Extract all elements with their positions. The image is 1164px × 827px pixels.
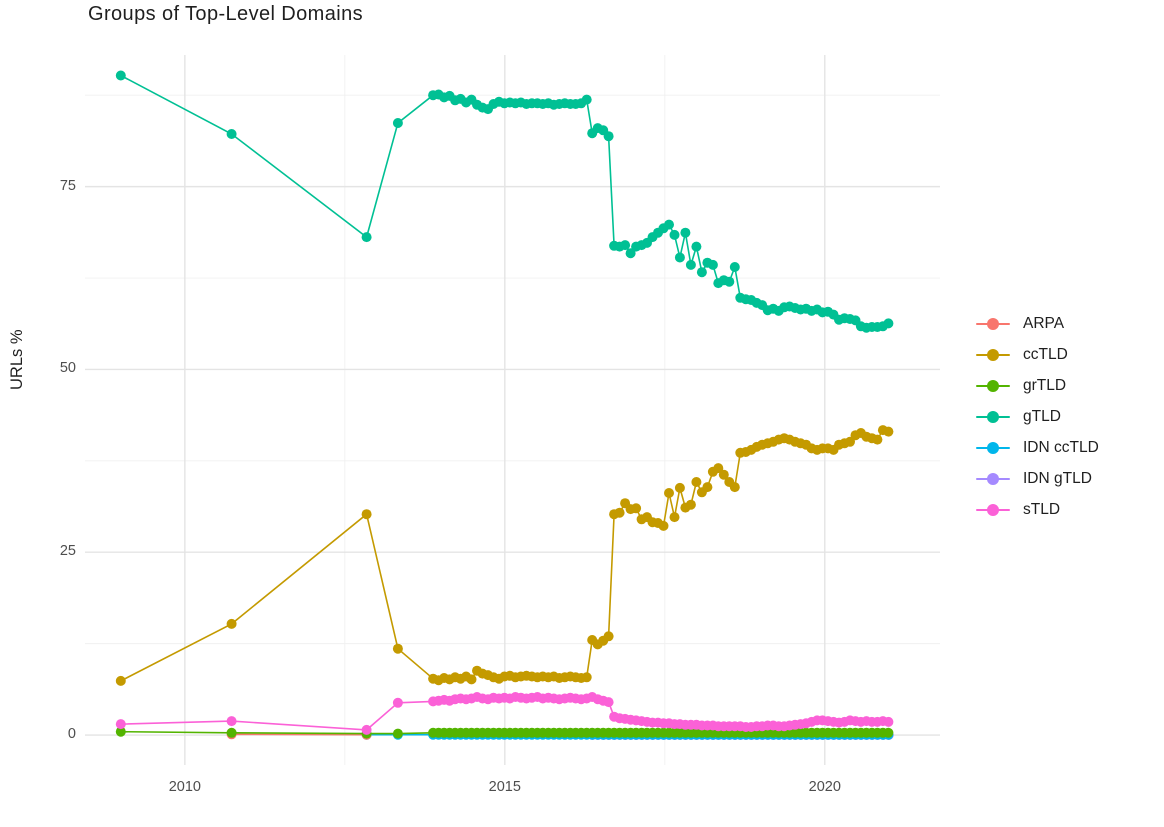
- data-point: [691, 477, 702, 487]
- chart-title: Groups of Top-Level Domains: [88, 3, 364, 25]
- legend-item-idn-cctld: IDN ccTLD: [976, 437, 1099, 459]
- data-point: [669, 229, 680, 240]
- data-point: [669, 512, 680, 523]
- legend-item-arpa: ARPA: [976, 313, 1099, 335]
- legend-item-grtld: grTLD: [976, 375, 1099, 397]
- data-point: [115, 726, 126, 737]
- data-point: [691, 241, 702, 252]
- data-point: [729, 262, 740, 272]
- legend-label: sTLD: [1023, 501, 1061, 518]
- legend-key-icon: [976, 379, 1010, 393]
- data-point: [872, 434, 883, 445]
- legend-label: ccTLD: [1023, 346, 1068, 363]
- data-point: [718, 469, 729, 480]
- data-point: [674, 252, 685, 263]
- legend-dot: [987, 318, 999, 330]
- x-tick-label: 2010: [168, 779, 201, 795]
- legend-key-icon: [976, 472, 1010, 486]
- data-point: [392, 697, 403, 708]
- series-arpa: [226, 729, 372, 740]
- legend-item-cctld: ccTLD: [976, 344, 1099, 366]
- data-point: [603, 131, 614, 142]
- data-point: [361, 232, 372, 243]
- y-tick-label: 75: [59, 177, 76, 194]
- legend-label: ARPA: [1023, 315, 1065, 332]
- legend: ARPA ccTLD grTLD gTLD IDN ccTLD IDN gTLD sTLD: [976, 313, 1099, 521]
- data-point: [581, 94, 592, 105]
- data-point: [392, 728, 403, 739]
- legend-item-gtld: gTLD: [976, 406, 1099, 428]
- data-point: [664, 488, 674, 498]
- data-point: [581, 672, 592, 683]
- legend-key-icon: [976, 503, 1010, 517]
- legend-label: grTLD: [1023, 377, 1067, 394]
- data-point: [845, 436, 855, 447]
- data-point: [702, 482, 713, 493]
- data-point: [883, 716, 894, 727]
- data-point: [603, 697, 614, 708]
- data-point: [361, 724, 372, 735]
- legend-key-icon: [976, 410, 1010, 424]
- data-point: [631, 503, 642, 514]
- x-tick-label: 2015: [488, 779, 521, 795]
- legend-label: IDN gTLD: [1023, 470, 1092, 487]
- data-point: [226, 716, 237, 727]
- data-point: [707, 259, 718, 270]
- data-point: [620, 240, 631, 251]
- legend-item-idn-gtld: IDN gTLD: [976, 468, 1099, 490]
- series-gtld: [115, 70, 894, 333]
- legend-key-icon: [976, 441, 1010, 455]
- data-point: [674, 482, 685, 493]
- legend-dot: [987, 504, 999, 516]
- data-point: [466, 674, 477, 685]
- data-point: [685, 499, 696, 510]
- y-tick-label: 50: [59, 360, 76, 377]
- data-point: [883, 727, 894, 738]
- data-point: [696, 267, 707, 278]
- y-tick-label: 25: [59, 543, 76, 560]
- legend-dot: [987, 380, 999, 392]
- data-point: [625, 248, 636, 259]
- data-point: [724, 276, 735, 287]
- data-point: [729, 482, 740, 493]
- legend-label: gTLD: [1023, 408, 1061, 425]
- series-stld: [115, 692, 894, 735]
- legend-key-icon: [976, 317, 1010, 331]
- data-point: [392, 643, 403, 654]
- data-point: [658, 520, 669, 531]
- data-point: [115, 675, 126, 686]
- data-point: [226, 129, 237, 139]
- legend-key-icon: [976, 348, 1010, 362]
- data-point: [115, 70, 126, 81]
- legend-label: IDN ccTLD: [1023, 439, 1099, 456]
- data-point: [603, 631, 614, 642]
- series-cctld: [115, 425, 894, 686]
- data-point: [713, 463, 724, 474]
- legend-dot: [987, 442, 999, 454]
- data-point: [392, 118, 403, 128]
- legend-item-stld: sTLD: [976, 499, 1099, 521]
- data-point: [226, 618, 237, 629]
- data-point: [614, 507, 625, 518]
- data-point: [685, 259, 696, 270]
- data-point: [883, 318, 894, 329]
- data-point: [361, 509, 372, 520]
- data-point: [680, 227, 691, 238]
- data-point: [883, 426, 894, 437]
- x-tick-label: 2020: [808, 779, 841, 795]
- data-point: [664, 219, 674, 230]
- legend-dot: [987, 473, 999, 485]
- legend-dot: [987, 349, 999, 361]
- legend-dot: [987, 411, 999, 423]
- data-point: [226, 727, 237, 738]
- y-tick-label: 0: [67, 726, 76, 743]
- data-point: [115, 719, 126, 730]
